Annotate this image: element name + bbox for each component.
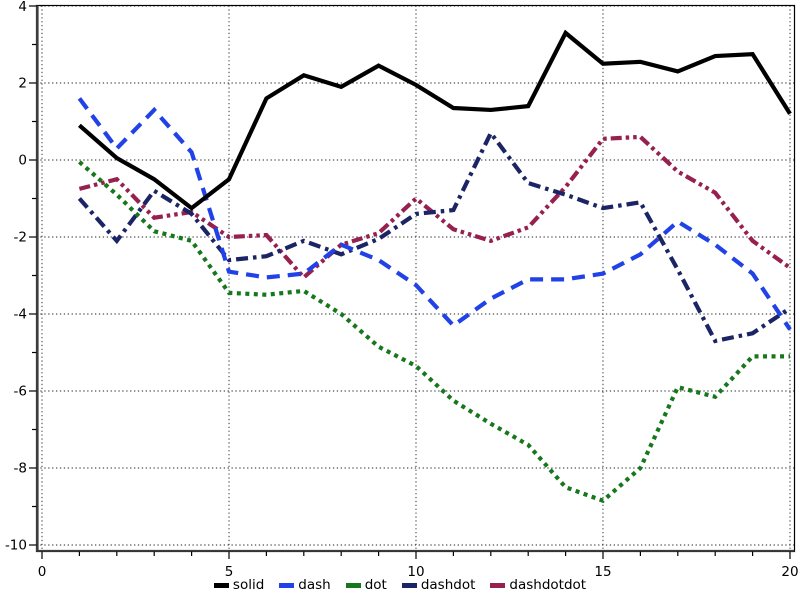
y-tick-label: 4 — [18, 0, 27, 15]
y-tick-label: -2 — [14, 230, 27, 246]
legend-label-dashdotdot: dashdotdot — [509, 577, 587, 593]
legend-swatch-dashdotdot — [490, 583, 506, 589]
y-tick-label: 2 — [18, 76, 27, 92]
series-line-dashdot — [77, 129, 792, 344]
legend-item-dot: dot — [345, 577, 387, 593]
y-tick-label: -8 — [14, 461, 27, 477]
x-tick-label: 5 — [225, 564, 234, 580]
series-line-solid — [78, 29, 792, 211]
legend-item-dashdot: dashdot — [401, 577, 476, 593]
series-line-dash — [77, 97, 792, 331]
series-line-dot — [78, 160, 790, 504]
y-tick-label: -6 — [14, 384, 27, 400]
legend-item-dash: dash — [279, 577, 331, 593]
legend-item-dashdotdot: dashdotdot — [490, 577, 587, 593]
legend-swatch-dash — [279, 583, 295, 589]
y-tick-label: 0 — [18, 153, 27, 169]
plot-border — [35, 4, 796, 553]
legend-label-dash: dash — [298, 577, 331, 593]
legend-label-dashdot: dashdot — [420, 577, 476, 593]
legend-swatch-dashdot — [401, 583, 417, 589]
legend-swatch-solid — [213, 583, 229, 589]
legend-label-solid: solid — [232, 577, 265, 593]
legend-swatch-dot — [345, 583, 361, 589]
legend: solid dash dot dashdot dashdotdot — [0, 577, 800, 593]
legend-item-solid: solid — [213, 577, 265, 593]
y-tick-label: -4 — [14, 307, 27, 323]
x-tick-label: 0 — [38, 564, 47, 580]
x-tick-label: 15 — [594, 564, 611, 580]
legend-label-dot: dot — [364, 577, 387, 593]
y-tick-label: -10 — [5, 538, 27, 554]
x-tick-label: 20 — [781, 564, 798, 580]
x-tick-label: 10 — [407, 564, 424, 580]
series-line-dashdotdot — [78, 134, 792, 281]
